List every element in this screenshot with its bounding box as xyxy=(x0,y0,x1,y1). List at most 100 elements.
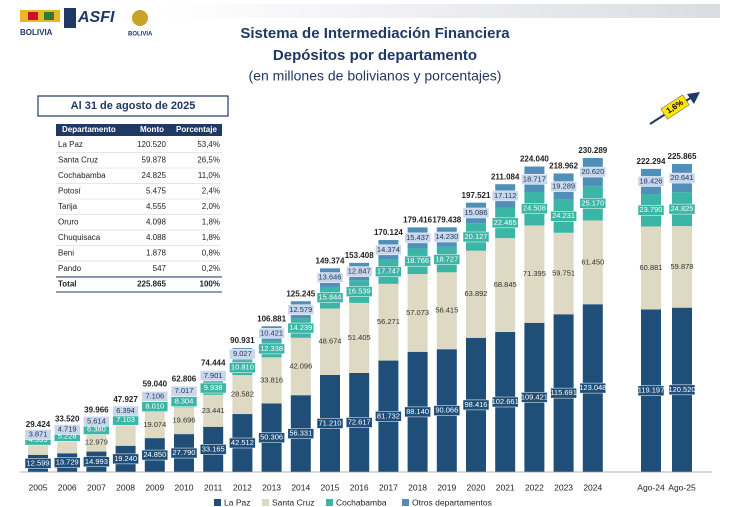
x-tick-label: 2017 xyxy=(379,482,398,492)
total-label: 106.881 xyxy=(257,314,286,323)
value-label-box xyxy=(637,204,665,216)
value-label: 5.614 xyxy=(87,416,106,425)
value-label: 17.747 xyxy=(377,267,400,276)
value-label-box xyxy=(637,176,665,187)
total-label: 230.289 xyxy=(578,146,607,155)
bar-segment xyxy=(436,272,457,350)
value-label-box xyxy=(637,385,665,396)
value-label: 88.140 xyxy=(406,407,429,416)
value-label-box xyxy=(199,382,227,394)
value-label-box xyxy=(579,198,607,209)
x-tick-label: 2006 xyxy=(58,482,77,492)
table-cell: 4.088 xyxy=(146,233,167,242)
value-label: 24.850 xyxy=(143,450,166,459)
x-tick-label: 2022 xyxy=(525,482,544,492)
value-label: 120.520 xyxy=(668,385,695,394)
value-label: 17.112 xyxy=(494,191,516,200)
value-label: 109.421 xyxy=(521,392,548,401)
total-label: 153.408 xyxy=(345,251,374,260)
value-label: 9.938 xyxy=(204,383,223,392)
value-label-box xyxy=(668,384,696,396)
table-cell: 100% xyxy=(200,280,220,289)
table-title-box xyxy=(37,95,229,117)
x-tick-label: 2016 xyxy=(350,482,369,492)
table-cell: 0,8% xyxy=(202,249,220,258)
value-label-box xyxy=(199,444,227,455)
value-label: 24.825 xyxy=(671,204,694,213)
total-label: 225.865 xyxy=(668,152,697,161)
value-label: 42.096 xyxy=(289,361,312,370)
value-label: 115.691 xyxy=(550,388,577,397)
value-label-box xyxy=(375,411,402,422)
value-label: 48.674 xyxy=(319,337,342,346)
value-label-box xyxy=(24,458,52,469)
total-label: 47.927 xyxy=(113,395,138,404)
value-label: 7.901 xyxy=(204,371,223,380)
value-label-box xyxy=(668,203,696,215)
value-label: 15.086 xyxy=(465,208,488,217)
value-label: 18.727 xyxy=(435,254,458,263)
total-label: 170.124 xyxy=(374,228,403,237)
value-label: 5.228 xyxy=(58,431,77,440)
total-label: 59.040 xyxy=(143,380,168,389)
total-label: 74.444 xyxy=(201,359,226,368)
value-label: 14.993 xyxy=(85,457,108,466)
value-label: 13.646 xyxy=(319,273,342,282)
value-label-box xyxy=(345,286,373,297)
value-label: 42.512 xyxy=(231,438,254,447)
value-label: 3.871 xyxy=(29,430,48,439)
value-label-box xyxy=(579,382,607,394)
total-label: 29.424 xyxy=(26,420,51,429)
value-label: 59.751 xyxy=(552,269,575,278)
value-label-box xyxy=(141,449,169,461)
bar-segment xyxy=(495,238,516,333)
bar-segment xyxy=(86,433,107,452)
x-tick-label: 2012 xyxy=(233,482,252,492)
value-label: 12.338 xyxy=(260,344,283,353)
total-label: 62.806 xyxy=(172,374,197,383)
value-label-box xyxy=(521,392,548,403)
value-label-box xyxy=(550,211,577,222)
value-label: 68.845 xyxy=(494,280,517,289)
value-label-box xyxy=(141,391,169,402)
table-cell: Beni xyxy=(58,249,74,258)
value-label-box xyxy=(53,424,81,435)
value-label: 102.661 xyxy=(492,397,519,406)
value-label-box xyxy=(579,166,607,178)
x-tick-label: 2018 xyxy=(408,482,427,492)
total-label: 211.084 xyxy=(491,172,520,181)
value-label: 7.017 xyxy=(175,386,194,395)
value-label: 61.450 xyxy=(581,257,604,266)
legend-swatch xyxy=(402,499,409,506)
table-cell: 1,8% xyxy=(202,233,220,242)
x-tick-label: 2019 xyxy=(437,482,456,492)
value-label: 98.416 xyxy=(465,400,488,409)
value-label-box xyxy=(258,343,285,355)
table-cell: Tarija xyxy=(58,202,78,211)
table-cell: 225.865 xyxy=(137,280,166,289)
table-cell: Cochabamba xyxy=(58,171,106,180)
value-label-box xyxy=(53,457,81,468)
x-tick-label: 2024 xyxy=(583,482,602,492)
total-label: 224.040 xyxy=(520,155,549,164)
value-label-box xyxy=(24,429,52,440)
x-tick-label: 2021 xyxy=(496,482,515,492)
table-cell: Total xyxy=(58,280,77,289)
total-label: 125.245 xyxy=(286,289,315,298)
table-cell: 4.555 xyxy=(146,202,167,211)
value-label-box xyxy=(199,370,227,382)
logo-shape xyxy=(44,12,54,20)
value-label: 50.306 xyxy=(260,433,283,442)
value-label: 24.508 xyxy=(523,204,546,213)
total-label: 179.416 xyxy=(403,215,432,224)
bar-segment xyxy=(524,225,545,323)
value-label: 10.421 xyxy=(260,328,283,337)
value-label: 12.847 xyxy=(348,267,371,276)
value-label-box xyxy=(491,217,519,229)
chart-subtitle: Depósitos por departamento xyxy=(273,47,477,64)
value-label-box xyxy=(491,190,519,202)
chart-title: Sistema de Intermediación Financiera xyxy=(240,25,510,42)
table-cell: 53,4% xyxy=(197,140,220,149)
bar-segment xyxy=(232,375,253,415)
value-label: 72.617 xyxy=(348,417,371,426)
